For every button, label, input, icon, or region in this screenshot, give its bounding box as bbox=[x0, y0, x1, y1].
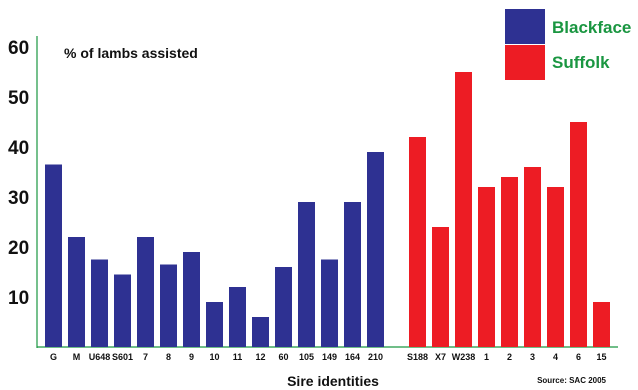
bar bbox=[229, 287, 246, 347]
x-tick-label: 15 bbox=[596, 352, 606, 362]
legend-label-blackface: Blackface bbox=[552, 18, 631, 37]
bar bbox=[321, 259, 338, 347]
x-tick-label: W238 bbox=[452, 352, 476, 362]
bar bbox=[137, 237, 154, 347]
x-tick-label: 6 bbox=[576, 352, 581, 362]
bar bbox=[593, 302, 610, 347]
bar bbox=[68, 237, 85, 347]
legend-label-suffolk: Suffolk bbox=[552, 53, 610, 72]
bar bbox=[367, 152, 384, 347]
x-tick-label: X7 bbox=[435, 352, 446, 362]
x-tick-label: 10 bbox=[209, 352, 219, 362]
bar bbox=[275, 267, 292, 347]
x-axis-label: Sire identities bbox=[287, 373, 379, 389]
x-tick-label: 210 bbox=[368, 352, 383, 362]
bar bbox=[455, 72, 472, 347]
y-tick-label: 40 bbox=[8, 138, 29, 159]
bar bbox=[344, 202, 361, 347]
legend: Blackface Suffolk bbox=[505, 9, 631, 80]
bars-group bbox=[45, 72, 610, 347]
x-axis-ticks: G M U648 S601 7 8 9 10 11 12 60 105 149 164 210 S188 X7 W… bbox=[50, 352, 607, 362]
x-tick-label: 149 bbox=[322, 352, 337, 362]
x-tick-label: M bbox=[73, 352, 81, 362]
bar bbox=[409, 137, 426, 347]
y-tick-label: 30 bbox=[8, 188, 29, 209]
x-tick-label: 11 bbox=[233, 352, 243, 362]
bar bbox=[91, 259, 108, 347]
y-tick-label: 60 bbox=[8, 38, 29, 59]
x-tick-label: S188 bbox=[407, 352, 428, 362]
legend-swatch-suffolk bbox=[505, 45, 545, 80]
x-tick-label: 3 bbox=[530, 352, 535, 362]
bar bbox=[183, 252, 200, 347]
x-tick-label: U648 bbox=[89, 352, 111, 362]
bar bbox=[160, 264, 177, 347]
bar bbox=[114, 274, 131, 347]
x-tick-label: 12 bbox=[255, 352, 265, 362]
bar bbox=[206, 302, 223, 347]
x-tick-label: 2 bbox=[507, 352, 512, 362]
x-tick-label: 8 bbox=[166, 352, 171, 362]
x-tick-label: 4 bbox=[553, 352, 558, 362]
x-tick-label: 105 bbox=[299, 352, 314, 362]
x-tick-label: 9 bbox=[189, 352, 194, 362]
y-tick-label: 10 bbox=[8, 288, 29, 309]
bar bbox=[570, 122, 587, 347]
x-tick-label: 164 bbox=[345, 352, 360, 362]
y-axis-ticks: 10 20 30 40 50 60 bbox=[8, 38, 29, 309]
bar bbox=[501, 177, 518, 347]
bar bbox=[547, 187, 564, 347]
y-tick-label: 50 bbox=[8, 88, 29, 109]
bar bbox=[45, 164, 62, 347]
y-tick-label: 20 bbox=[8, 238, 29, 259]
x-tick-label: G bbox=[50, 352, 57, 362]
chart-annotation: % of lambs assisted bbox=[64, 45, 198, 61]
bar bbox=[524, 167, 541, 347]
x-tick-label: S601 bbox=[112, 352, 133, 362]
bar bbox=[252, 317, 269, 347]
bar bbox=[298, 202, 315, 347]
legend-swatch-blackface bbox=[505, 9, 545, 44]
x-tick-label: 1 bbox=[484, 352, 489, 362]
source-note: Source: SAC 2005 bbox=[537, 376, 606, 385]
bar bbox=[432, 227, 449, 347]
x-tick-label: 7 bbox=[143, 352, 148, 362]
x-tick-label: 60 bbox=[278, 352, 288, 362]
bar bbox=[478, 187, 495, 347]
